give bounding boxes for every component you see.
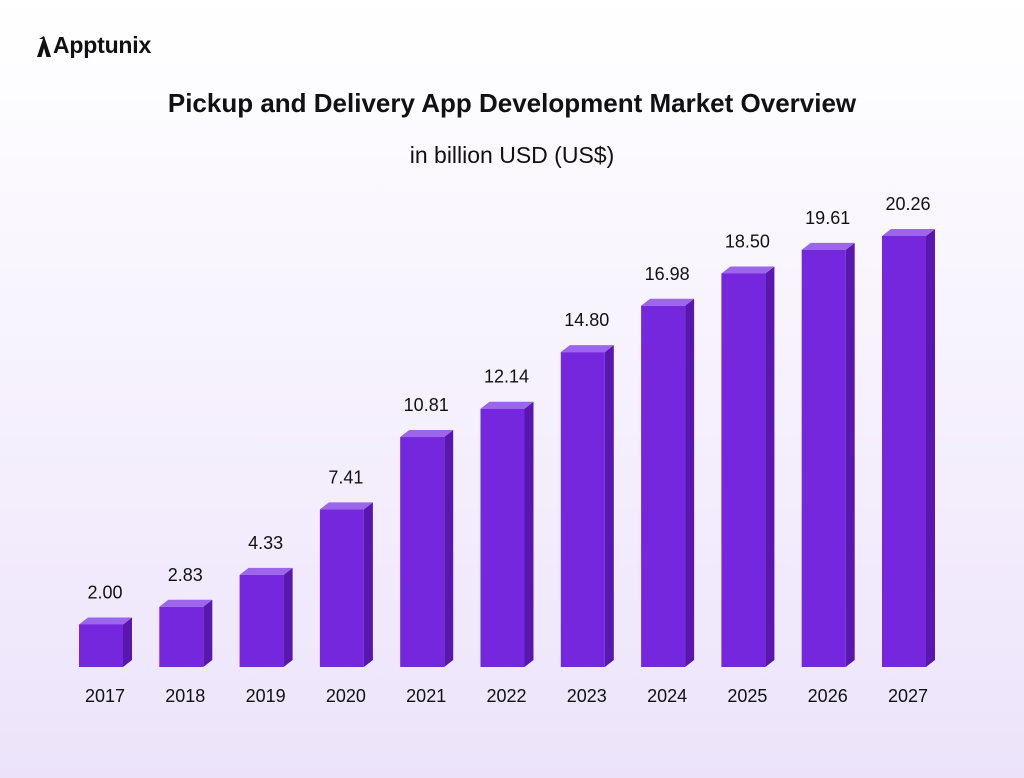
bar-side-11 [926,229,935,667]
bar-2 [159,606,204,667]
bar-top-10 [801,242,855,250]
bar-8 [641,305,686,667]
x-tick-label-8: 2024 [647,686,687,706]
data-label-4: 7.41 [328,467,363,487]
bar-side-4 [363,502,373,667]
data-label-6: 12.14 [484,367,529,387]
bar-top-5 [400,430,454,438]
data-label-7: 14.80 [564,310,609,330]
x-tick-label-5: 2021 [406,686,446,706]
bar-side-10 [845,242,855,667]
bar-3 [239,574,284,667]
brand-logo-icon [37,36,51,57]
bar-side-5 [444,430,454,667]
x-tick-label-3: 2019 [246,686,286,706]
bar-top-2 [159,599,213,607]
bar-top-8 [641,298,695,306]
bar-10 [801,249,846,667]
bar-7 [560,352,605,667]
bar-side-2 [203,599,213,667]
bar-5 [400,437,445,667]
data-label-8: 16.98 [645,264,690,284]
brand-logo: Apptunix [36,32,151,59]
data-label-3: 4.33 [248,533,283,553]
bar-side-3 [283,567,293,667]
bar-side-9 [765,266,775,667]
x-tick-label-11: 2027 [888,686,928,706]
x-tick-label-1: 2017 [85,686,125,706]
data-label-1: 2.00 [87,582,122,602]
x-tick-label-10: 2026 [808,686,848,706]
bar-9 [721,273,766,667]
bar-side-7 [604,345,614,667]
chart-title: Pickup and Delivery App Development Mark… [167,88,857,118]
bar-6 [480,408,525,667]
x-tick-label-2: 2018 [165,686,205,706]
data-label-10: 19.61 [805,208,850,228]
x-tick-label-4: 2020 [326,686,366,706]
bar-4 [319,509,364,667]
bar-top-7 [560,345,614,353]
bar-side-8 [685,298,695,667]
x-tick-label-9: 2025 [727,686,767,706]
bar-11 [882,236,926,667]
data-label-2: 2.83 [168,565,203,585]
data-label-9: 18.50 [725,231,770,251]
bar-top-4 [319,502,373,510]
data-label-11: 20.26 [885,194,930,214]
x-tick-label-6: 2022 [486,686,526,706]
bar-top-9 [721,266,775,274]
x-tick-label-7: 2023 [567,686,607,706]
bar-top-1 [79,617,132,625]
brand-name: Apptunix [53,32,152,58]
bar-1 [79,624,123,667]
bar-side-1 [123,617,132,667]
bar-top-11 [882,229,935,236]
bar-top-3 [239,567,293,575]
chart-subtitle: in billion USD (US$) [409,142,615,168]
data-label-5: 10.81 [404,395,449,415]
bar-top-6 [480,401,534,409]
bar-side-6 [524,401,534,667]
